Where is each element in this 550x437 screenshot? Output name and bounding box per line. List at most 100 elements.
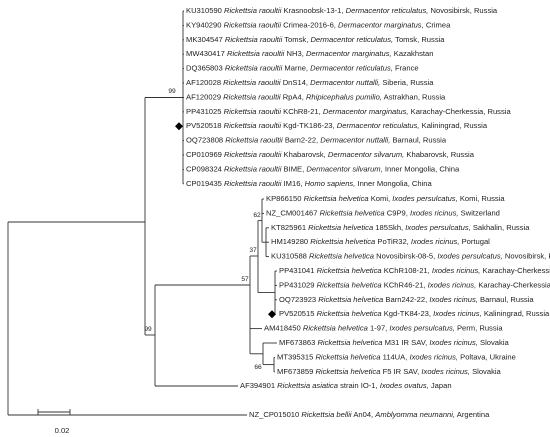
leaf-host: Ixodes ricinus, — [421, 367, 470, 376]
leaf-label: PP431025 Rickettsia raoultii KChR8-21, D… — [186, 107, 511, 116]
leaf-strain: M31 IR SAV, — [385, 338, 428, 347]
leaf-accession: AF120028 — [186, 78, 221, 87]
leaf-label: PV520518 Rickettsia raoultii Kgd-TK186-2… — [186, 121, 488, 130]
leaf-species: Rickettsia raoultii — [224, 107, 282, 116]
leaf-label: KU310588 Rickettsia helvetica Novosibirs… — [271, 252, 550, 261]
leaf-strain: KChR8-21, — [283, 107, 321, 116]
leaf-location: Karachay-Cherkessia, Russia — [478, 280, 550, 289]
leaf-location: Argentina — [457, 410, 490, 419]
leaf-strain: strain IO-1, — [340, 381, 378, 390]
leaf-strain: 185Skh, — [375, 223, 403, 232]
leaf-strain: 1-97, — [370, 324, 387, 333]
leaf-species: Rickettsia raoultii — [223, 78, 281, 87]
leaf-label: NZ_CM001467 Rickettsia helvetica C9P9, I… — [266, 208, 500, 217]
leaf-host: Dermacentor silvarum, — [328, 150, 404, 159]
leaf-host: Amblyomma neumanni, — [374, 410, 455, 419]
leaf-accession: MT395315 — [277, 352, 313, 361]
leaf-location: Japan — [431, 381, 452, 390]
leaf-label: KT825961 Rickettsia helvetica 185Skh, Ix… — [271, 223, 530, 232]
leaf-species: Rickettsia helvetica — [308, 223, 373, 232]
leaf-species: Rickettsia asiatica — [277, 381, 338, 390]
leaf-host: Ixodes ricinus, — [411, 237, 460, 246]
leaf-location: Barnaul, Russia — [480, 295, 534, 304]
leaf-location: Perm, Russia — [457, 324, 503, 333]
leaf-accession: PP431025 — [186, 107, 221, 116]
leaf-label: KU310590 Rickettsia raoultii Krasnoobsk-… — [186, 6, 498, 15]
leaf-host: Ixodes ricinus, — [428, 280, 477, 289]
leaf-strain: Komi, — [371, 194, 390, 203]
leaf-host: Dermacentor nuttalli, — [320, 136, 390, 145]
leaf-accession: MF673863 — [279, 338, 315, 347]
leaf-label: CP010969 Rickettsia raoultii Khabarovsk,… — [186, 150, 475, 159]
leaf-location: Sakhalin, Russia — [473, 223, 530, 232]
leaf-species: Rickettsia raoultii — [223, 92, 281, 101]
leaf-location: Karachay-Cherkessia, Russia — [411, 107, 512, 116]
leaf-host: Ixodes persulcatus, — [405, 223, 470, 232]
leaf-species: Rickettsia raoultii — [224, 164, 282, 173]
leaf-accession: AF120029 — [186, 92, 221, 101]
leaf-strain: PoTiR32, — [377, 237, 408, 246]
leaf-location: Slovakia — [472, 367, 501, 376]
leaf-accession: CP010969 — [186, 150, 222, 159]
leaf-species: Rickettsia helvetica — [317, 338, 382, 347]
leaf-accession: PP431041 — [279, 266, 314, 275]
leaf-location: Slovakia — [480, 338, 509, 347]
leaf-location: Barnaul, Russia — [392, 136, 446, 145]
leaf-species: Rickettsia helvetica — [317, 266, 382, 275]
leaf-host: Dermacentor reticulatus, — [346, 6, 429, 15]
leaf-species: Rickettsia helvetica — [315, 352, 380, 361]
leaf-species: Rickettsia helvetica — [318, 295, 383, 304]
leaf-location: Poltava, Ukraine — [460, 352, 516, 361]
leaf-species: Rickettsia raoultii — [224, 6, 282, 15]
leaf-strain: BIME, — [284, 164, 305, 173]
leaf-host: Ixodes ovatus, — [380, 381, 429, 390]
leaf-species: Rickettsia helvetica — [317, 309, 382, 318]
leaf-label: AM418450 Rickettsia helvetica 1-97, Ixod… — [264, 324, 503, 333]
leaf-host: Dermacentor reticulatus, — [310, 35, 393, 44]
bootstrap-value: 99 — [144, 326, 152, 333]
marker-diamond — [268, 310, 276, 319]
leaf-accession: CP098324 — [186, 164, 222, 173]
leaf-location: Portugal — [462, 237, 491, 246]
leaf-label: AF120028 Rickettsia raoultii DnS14, Derm… — [186, 78, 434, 87]
leaf-strain: 114UA, — [383, 352, 408, 361]
leaf-label: AF120029 Rickettsia raoultii RpA4, Rhipi… — [186, 92, 446, 101]
leaf-location: Komi, Russia — [460, 194, 506, 203]
leaf-host: Ixodes ricinus, — [429, 295, 478, 304]
leaf-location: France — [395, 64, 419, 73]
leaf-strain: Kgd-TK84-23, — [384, 309, 431, 318]
leaf-host: Dermacentor marginatus, — [338, 20, 424, 29]
leaf-accession: KP866150 — [266, 194, 301, 203]
leaf-host: Ixodes persulcatus, — [392, 194, 457, 203]
leaf-host: Dermacentor marginatus, — [306, 49, 392, 58]
leaf-species: Rickettsia raoultii — [224, 179, 282, 188]
leaf-species: Rickettsia raoultii — [225, 35, 283, 44]
leaf-accession: KT825961 — [271, 223, 306, 232]
leaf-strain: Tomsk, — [284, 35, 308, 44]
leaf-location: Switzerland — [461, 208, 500, 217]
leaf-label: PP431029 Rickettsia helvetica KChR46-21,… — [279, 280, 550, 289]
leaf-label: OQ723923 Rickettsia helvetica Barn242-22… — [279, 295, 534, 304]
leaf-location: Inner Mongolia, China — [385, 164, 460, 173]
bootstrap-value: 62 — [253, 212, 261, 219]
leaf-accession: OQ723808 — [186, 136, 223, 145]
leaf-strain: KChR108-21, — [384, 266, 430, 275]
leaf-species: Rickettsia helvetica — [304, 194, 369, 203]
leaf-label: MK304547 Rickettsia raoultii Tomsk, Derm… — [186, 35, 445, 44]
leaf-label: MT395315 Rickettsia helvetica 114UA, Ixo… — [277, 352, 516, 361]
leaf-label: MF673863 Rickettsia helvetica M31 IR SAV… — [279, 338, 509, 347]
leaf-label: MF673859 Rickettsia helvetica F5 IR SAV,… — [277, 367, 502, 376]
leaf-species: Rickettsia raoultii — [227, 49, 285, 58]
leaf-accession: DQ365803 — [186, 64, 223, 73]
leaf-label: HM149280 Rickettsia helvetica PoTiR32, I… — [271, 237, 490, 246]
leaf-host: Dermacentor reticulatus, — [337, 121, 420, 130]
leaf-host: Ixodes ricinus, — [410, 208, 459, 217]
leaf-host: Ixodes ricinus, — [409, 352, 458, 361]
leaf-label: OQ723808 Rickettsia raoultii Barn2-22, D… — [186, 136, 447, 145]
leaf-host: Ixodes ricinus, — [432, 266, 481, 275]
leaf-strain: Khabarovsk, — [284, 150, 326, 159]
leaf-label: DQ365803 Rickettsia raoultii Marne, Derm… — [186, 64, 419, 73]
leaf-host: Ixodes persulcatus, — [389, 324, 454, 333]
